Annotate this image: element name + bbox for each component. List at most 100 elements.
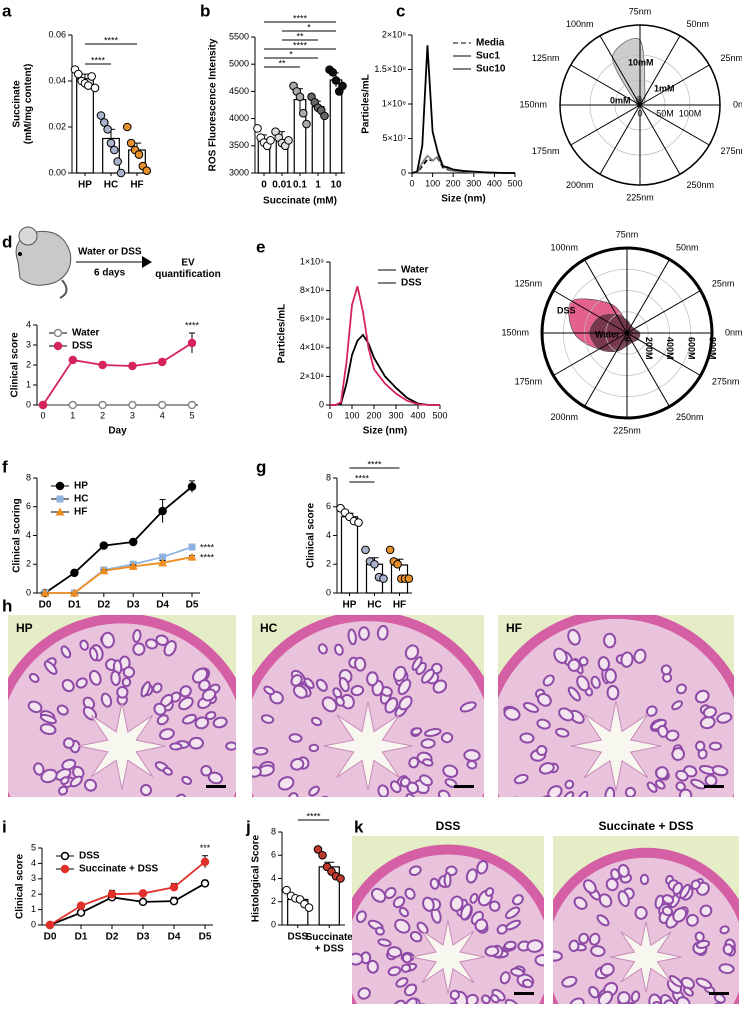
- x-tick-label: Succinate + DSS: [306, 932, 354, 955]
- crypt: [321, 696, 338, 713]
- data-point: [122, 122, 132, 132]
- theta-label: 50nm: [676, 243, 699, 253]
- significance-label: *: [307, 22, 311, 32]
- series: [330, 333, 440, 406]
- significance-label: ****: [293, 40, 308, 50]
- data-point: [318, 850, 327, 860]
- data-point: [116, 168, 126, 178]
- crypt: [317, 643, 328, 655]
- crypt: [387, 966, 402, 977]
- crypt: [577, 790, 589, 797]
- marker: [76, 901, 86, 910]
- theta-label: 225nm: [613, 425, 641, 435]
- crypt: [489, 900, 501, 912]
- data-point: [354, 518, 363, 527]
- data-point: [282, 885, 291, 895]
- crypt: [263, 685, 275, 696]
- x-tick-label: HP: [343, 600, 357, 611]
- crypt: [630, 990, 641, 1003]
- x-tick-label: 0: [327, 410, 332, 420]
- series-line: [45, 556, 193, 594]
- theta-label: 100nm: [566, 19, 594, 29]
- marker: [55, 507, 65, 516]
- marker: [138, 889, 148, 898]
- marker: [38, 400, 48, 410]
- crypt: [403, 983, 418, 997]
- crypt: [100, 692, 113, 708]
- y-axis-label: Particles/mL: [277, 304, 288, 363]
- data-point: [379, 574, 388, 583]
- crypt: [370, 887, 387, 903]
- x-tick-label: 400: [487, 178, 502, 188]
- significance-label: ****: [367, 459, 382, 469]
- significance-label: **: [296, 31, 304, 41]
- y-tick-label: 5: [31, 842, 36, 852]
- marker: [157, 400, 167, 410]
- crypt: [62, 737, 75, 749]
- y-tick-label: 1×10⁸: [382, 98, 406, 108]
- crypt: [567, 686, 581, 702]
- crypt: [469, 892, 479, 904]
- crypt: [135, 800, 151, 819]
- theta-label: 50nm: [687, 19, 710, 29]
- crypt: [561, 975, 578, 988]
- crypt: [625, 1001, 637, 1004]
- crypt: [536, 745, 548, 757]
- x-axis-label: Size (nm): [441, 194, 485, 205]
- crypt: [694, 740, 706, 752]
- theta-label: 125nm: [532, 53, 560, 63]
- crypt: [408, 756, 420, 769]
- crypt: [675, 769, 689, 782]
- x-axis-label: Succinate (mM): [263, 196, 337, 207]
- theta-label: 0nm: [725, 327, 742, 337]
- crypt: [411, 656, 423, 671]
- crypt: [145, 638, 158, 650]
- y-tick-label: 3: [26, 339, 31, 349]
- x-tick-label: D5: [186, 600, 199, 611]
- y-tick-label: 8×10⁸: [300, 285, 324, 295]
- y-tick-label: 2: [326, 559, 331, 569]
- y-tick-label: 2: [31, 889, 36, 899]
- legend-label: DSS: [79, 851, 100, 862]
- crypt: [440, 732, 454, 744]
- crypt: [398, 695, 413, 711]
- crypt: [651, 1001, 663, 1004]
- crypt: [418, 774, 433, 787]
- data-point: [100, 118, 109, 127]
- x-tick-label: 3: [130, 410, 135, 420]
- crypt: [599, 962, 615, 977]
- crypt: [530, 819, 546, 836]
- crypt: [449, 989, 460, 1001]
- data-point: [142, 166, 152, 175]
- crypt: [521, 978, 534, 989]
- crypt: [162, 766, 173, 776]
- x-tick-label: 500: [507, 178, 522, 188]
- x-tick-label: 100: [344, 410, 359, 420]
- crypt: [429, 877, 440, 890]
- y-tick-label: 4: [326, 530, 331, 540]
- crypt: [292, 684, 308, 699]
- y-tick-label: 6: [26, 501, 31, 511]
- spoke: [639, 64, 710, 106]
- y-tick-label: 1: [31, 904, 36, 914]
- crypt: [449, 895, 464, 912]
- x-tick-label: D0: [39, 600, 52, 611]
- spoke: [570, 64, 641, 106]
- diagram-text: EV quantification: [155, 257, 221, 280]
- crypt: [442, 764, 459, 778]
- annotation: ****: [200, 542, 215, 552]
- annotation: ****: [200, 552, 215, 562]
- crypt: [484, 945, 500, 957]
- crypt: [153, 702, 167, 716]
- series: [411, 45, 515, 174]
- theta-label: 0nm: [733, 99, 742, 109]
- image-label: HC: [260, 621, 278, 635]
- legend-label: HF: [74, 507, 87, 518]
- x-tick-label: 0: [261, 180, 267, 191]
- crypt: [335, 801, 346, 812]
- crypt: [655, 766, 669, 780]
- y-tick-label: 0: [271, 919, 276, 929]
- crypt: [366, 671, 379, 687]
- crypt: [678, 788, 693, 797]
- data-point: [331, 76, 341, 85]
